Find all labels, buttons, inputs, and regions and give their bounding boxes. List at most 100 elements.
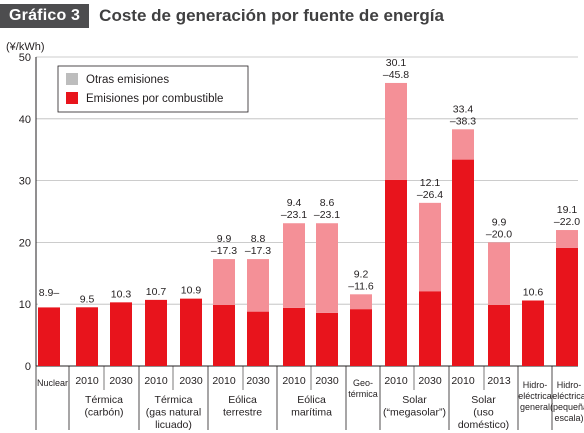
year-label: 2010 [144, 375, 168, 387]
category-label: (uso [473, 407, 494, 419]
category-label: marítima [291, 407, 332, 419]
data-label: –23.1 [281, 209, 307, 221]
data-label: 10.3 [111, 288, 132, 300]
bar-combustible [522, 300, 544, 366]
legend-swatch-otras [66, 73, 78, 85]
data-label: 8.9– [39, 287, 60, 299]
data-label: 9.2 [354, 268, 369, 280]
bar-combustible [76, 307, 98, 366]
data-label: 10.9 [181, 285, 202, 297]
category-label: Hidro- [557, 380, 582, 390]
category-label: térmica [348, 389, 378, 399]
data-label: 9.9 [217, 233, 232, 245]
data-label: 10.7 [146, 286, 167, 298]
figure-badge: Gráfico 3 [0, 4, 90, 28]
data-label: 10.6 [523, 286, 544, 298]
bar-combustible [452, 159, 474, 366]
bar-combustible [316, 312, 338, 366]
category-label: Solar [471, 394, 496, 406]
data-label: –17.3 [245, 245, 271, 257]
data-label: 8.6 [320, 197, 335, 209]
bar-combustible [385, 179, 407, 366]
y-tick-label: 40 [19, 114, 31, 126]
bar-otras [419, 202, 441, 292]
y-tick-label: 30 [19, 176, 31, 188]
year-label: 2030 [315, 375, 339, 387]
category-label: Solar [402, 394, 427, 406]
legend-label-otras: Otras emisiones [86, 74, 169, 86]
data-label: –45.8 [383, 69, 409, 81]
data-label: 33.4 [453, 103, 474, 115]
legend-box [57, 65, 249, 113]
bar-combustible [488, 304, 510, 366]
category-label: (“megasolar”) [383, 407, 446, 419]
category-label: Geo- [353, 378, 373, 388]
year-label: 2030 [418, 375, 442, 387]
bar-otras [213, 259, 235, 305]
category-label: Nuclear [37, 378, 68, 388]
data-label: 8.8 [251, 233, 266, 245]
bar-combustible [350, 309, 372, 366]
legend-swatch-combustible [66, 92, 78, 104]
bar-otras [316, 223, 338, 313]
year-label: 2013 [487, 375, 511, 387]
y-tick-label: 0 [25, 361, 31, 373]
bar-otras [556, 230, 578, 248]
chart-header: Gráfico 3 Coste de generación por fuente… [0, 3, 444, 29]
year-label: 2010 [384, 375, 408, 387]
data-label: –20.0 [486, 228, 512, 240]
category-label: general [520, 402, 550, 412]
data-label: 30.1 [386, 57, 407, 69]
category-label: Eólica [228, 394, 257, 406]
y-tick-label: 20 [19, 237, 31, 249]
category-label: (pequeña [550, 402, 584, 412]
year-label: 2030 [109, 375, 133, 387]
category-label: Térmica [85, 394, 123, 406]
bar-combustible [213, 304, 235, 366]
bar-otras [247, 259, 269, 312]
bar-otras [38, 301, 60, 308]
bar-combustible [556, 247, 578, 366]
legend-label-combustible: Emisiones por combustible [86, 93, 223, 105]
category-label: doméstico) [458, 419, 509, 431]
category-label: escala) [554, 413, 583, 423]
data-label: 9.4 [287, 197, 302, 209]
data-label: –17.3 [211, 245, 237, 257]
bar-otras [385, 82, 407, 180]
bar-combustible [283, 307, 305, 366]
category-label: Eólica [297, 394, 326, 406]
category-label: eléctrica [552, 391, 584, 401]
year-label: 2010 [451, 375, 475, 387]
bar-otras [350, 294, 372, 310]
category-label: Térmica [155, 394, 193, 406]
data-label: 12.1 [420, 177, 441, 189]
category-label: terrestre [223, 407, 262, 419]
data-label: –23.1 [314, 209, 340, 221]
category-label: (gas natural [146, 407, 201, 419]
bar-combustible [180, 298, 202, 366]
category-label: (carbón) [84, 407, 123, 419]
category-label: Hidro- [523, 380, 548, 390]
year-label: 2010 [212, 375, 236, 387]
year-label: 2030 [179, 375, 203, 387]
bar-combustible [145, 299, 167, 366]
year-label: 2010 [282, 375, 306, 387]
bar-combustible [110, 302, 132, 366]
category-label: eléctrica [518, 391, 552, 401]
bar-otras [488, 242, 510, 305]
data-label: 19.1 [557, 204, 578, 216]
data-label: –11.6 [348, 280, 374, 292]
data-label: –26.4 [417, 189, 443, 201]
y-axis-unit: (¥/kWh) [6, 41, 45, 53]
bar-otras [452, 129, 474, 160]
year-label: 2010 [75, 375, 99, 387]
year-label: 2030 [246, 375, 270, 387]
data-label: 9.5 [80, 293, 95, 305]
y-tick-label: 10 [19, 299, 31, 311]
bar-combustible [247, 311, 269, 366]
data-label: 9.9 [492, 216, 507, 228]
data-label: –38.3 [450, 115, 476, 127]
category-label: licuado) [155, 419, 192, 431]
